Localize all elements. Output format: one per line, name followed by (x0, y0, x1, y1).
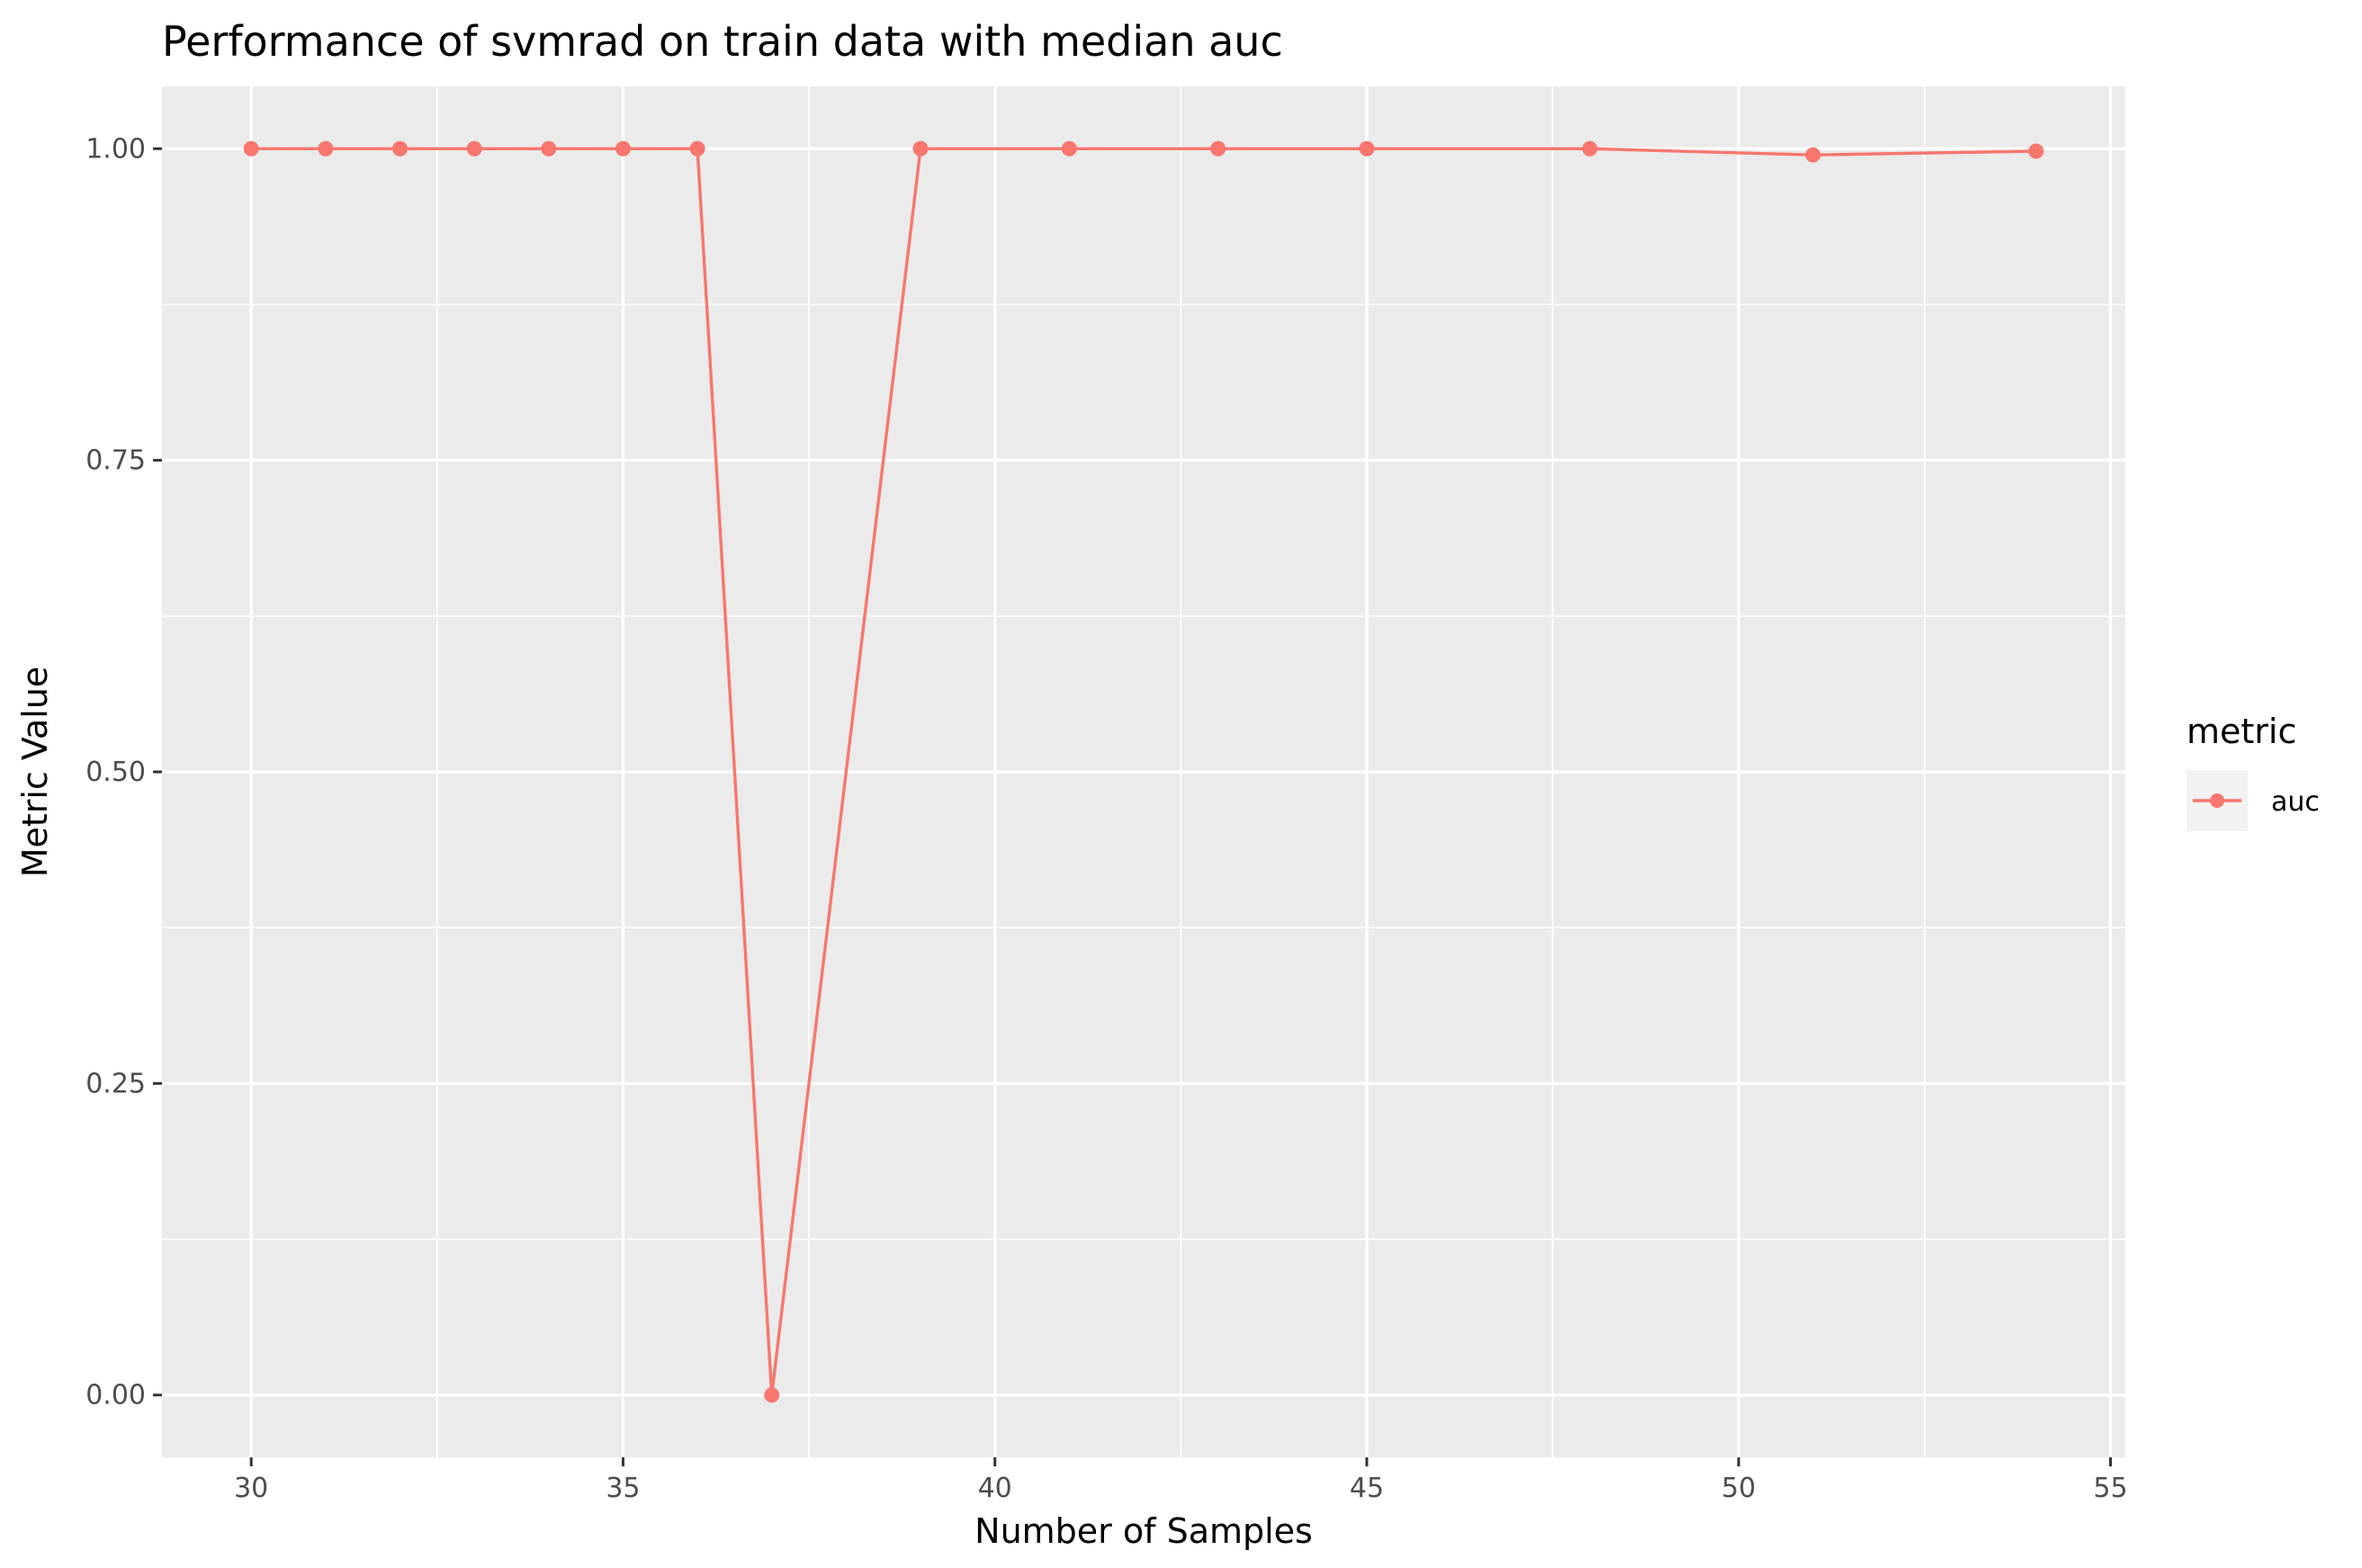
major-gridlines (162, 86, 2125, 1457)
data-point-auc (1582, 140, 1598, 157)
data-point-auc (391, 140, 408, 157)
legend-key-point (2210, 793, 2224, 808)
data-point-auc (541, 140, 557, 157)
y-tick-label: 1.00 (85, 133, 146, 165)
y-tick-label: 0.50 (85, 757, 146, 788)
y-axis: 0.00 0.25 0.50 0.75 1.00 (85, 133, 162, 1411)
data-point-auc (318, 140, 334, 157)
data-point-auc (689, 140, 705, 157)
data-point-auc (764, 1387, 780, 1403)
y-tick-label: 0.75 (85, 445, 146, 477)
x-axis-title: Number of Samples (974, 1511, 1313, 1551)
y-tick-label: 0.00 (85, 1380, 146, 1411)
data-point-auc (615, 140, 631, 157)
x-tick-label: 55 (2093, 1473, 2127, 1504)
data-point-auc (1210, 140, 1226, 157)
series-layer (243, 140, 2044, 1403)
chart-title: Performance of svmrad on train data with… (162, 17, 1283, 66)
legend-title: metric (2187, 712, 2296, 751)
data-point-auc (1061, 140, 1077, 157)
x-tick-label: 40 (978, 1473, 1012, 1504)
legend-label-auc: auc (2271, 786, 2320, 818)
data-point-auc (2028, 143, 2044, 159)
data-point-auc (243, 140, 259, 157)
x-axis: 30 35 40 45 50 55 (234, 1457, 2128, 1504)
legend: metric auc (2187, 712, 2320, 831)
x-tick-label: 50 (1721, 1473, 1756, 1504)
x-tick-label: 45 (1350, 1473, 1384, 1504)
x-tick-label: 30 (234, 1473, 268, 1504)
y-axis-title: Metric Value (15, 667, 55, 878)
y-tick-label: 0.25 (85, 1068, 146, 1099)
data-point-auc (912, 140, 929, 157)
x-tick-label: 35 (606, 1473, 640, 1504)
data-point-auc (1805, 147, 1821, 163)
data-point-auc (1359, 140, 1375, 157)
data-point-auc (466, 140, 482, 157)
